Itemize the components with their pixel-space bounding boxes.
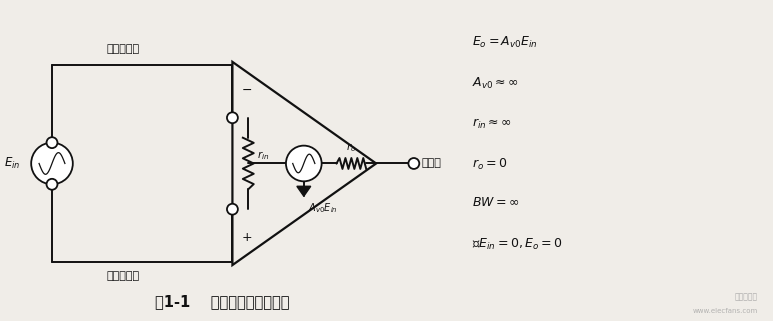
Circle shape <box>408 158 419 169</box>
Text: $r_o = 0$: $r_o = 0$ <box>472 156 508 171</box>
Circle shape <box>227 204 238 215</box>
Text: $E_o = A_{v0}E_{in}$: $E_o = A_{v0}E_{in}$ <box>472 34 538 49</box>
Circle shape <box>46 179 57 190</box>
Text: www.elecfans.com: www.elecfans.com <box>693 308 758 314</box>
Circle shape <box>31 143 73 184</box>
Text: $-$: $-$ <box>241 83 253 96</box>
Text: $r_o$: $r_o$ <box>346 141 356 153</box>
Text: $A_{v0} \approx \infty$: $A_{v0} \approx \infty$ <box>472 76 519 91</box>
Circle shape <box>227 112 238 123</box>
Circle shape <box>46 137 57 148</box>
Text: $A_{v0}E_{in}$: $A_{v0}E_{in}$ <box>308 201 338 215</box>
Polygon shape <box>297 186 311 196</box>
Text: 反相输入端: 反相输入端 <box>107 44 140 54</box>
Circle shape <box>286 146 322 181</box>
Text: $E_{in}$: $E_{in}$ <box>4 156 20 171</box>
Text: 图1-1    理想运放的等效电路: 图1-1 理想运放的等效电路 <box>155 294 290 309</box>
Text: 同相输入端: 同相输入端 <box>107 271 140 281</box>
Text: $+$: $+$ <box>241 231 253 244</box>
Text: 电子发烧友: 电子发烧友 <box>734 293 758 302</box>
Text: $BW = \infty$: $BW = \infty$ <box>472 196 519 209</box>
Text: $r_{in} \approx \infty$: $r_{in} \approx \infty$ <box>472 117 512 131</box>
Text: 输出端: 输出端 <box>422 159 441 169</box>
Text: $r_{in}$: $r_{in}$ <box>257 149 270 162</box>
Text: $\mathrm{如}E_{in}=0, E_o=0$: $\mathrm{如}E_{in}=0, E_o=0$ <box>472 237 563 252</box>
